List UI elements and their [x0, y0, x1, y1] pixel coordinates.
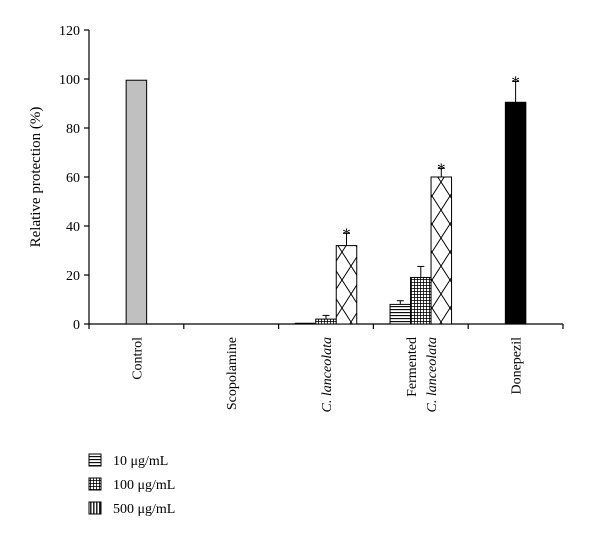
significance-marker: * — [437, 159, 446, 178]
bars: * * * — [125, 72, 527, 325]
bar — [125, 79, 148, 325]
y-tick-label: 0 — [73, 318, 80, 333]
bar — [410, 276, 432, 325]
x-category-label: Scopolamine — [225, 337, 240, 410]
legend-swatch — [88, 477, 102, 491]
x-category-label: Control — [130, 337, 145, 380]
category-labels: Control Scopolamine C. lanceolata Fermented… — [130, 337, 524, 413]
bar — [504, 101, 527, 325]
x-category-label: C. lanceolata — [320, 337, 335, 412]
significance-marker: * — [342, 224, 351, 243]
bar — [315, 318, 337, 325]
x-category-label: Fermented — [405, 337, 420, 397]
axes: 0 20 40 60 80 100 120 Relative protection (%) — [28, 24, 564, 333]
bar — [389, 303, 412, 325]
bar — [294, 322, 317, 325]
y-tick-label: 40 — [66, 220, 80, 235]
legend-label: 100 μg/mL — [113, 478, 175, 493]
y-tick-label: 60 — [66, 171, 80, 186]
legend-label: 10 μg/mL — [113, 454, 168, 469]
legend-swatch — [88, 453, 102, 467]
significance-marker: * — [511, 72, 520, 91]
bar — [430, 176, 453, 325]
y-tick-label: 80 — [66, 122, 80, 137]
legend-label: 500 μg/mL — [113, 502, 175, 517]
y-tick-label: 120 — [59, 24, 80, 39]
y-tick-label: 100 — [59, 73, 80, 88]
y-tick-label: 20 — [66, 269, 80, 284]
x-category-label: Donepezil — [510, 337, 525, 395]
legend-swatch — [88, 501, 102, 515]
legend: 10 μg/mL 100 μg/mL 500 μg/mL — [88, 453, 175, 517]
y-axis-label: Relative protection (%) — [28, 107, 44, 248]
bar — [335, 245, 358, 325]
x-category-label: C. lanceolata — [425, 337, 440, 412]
